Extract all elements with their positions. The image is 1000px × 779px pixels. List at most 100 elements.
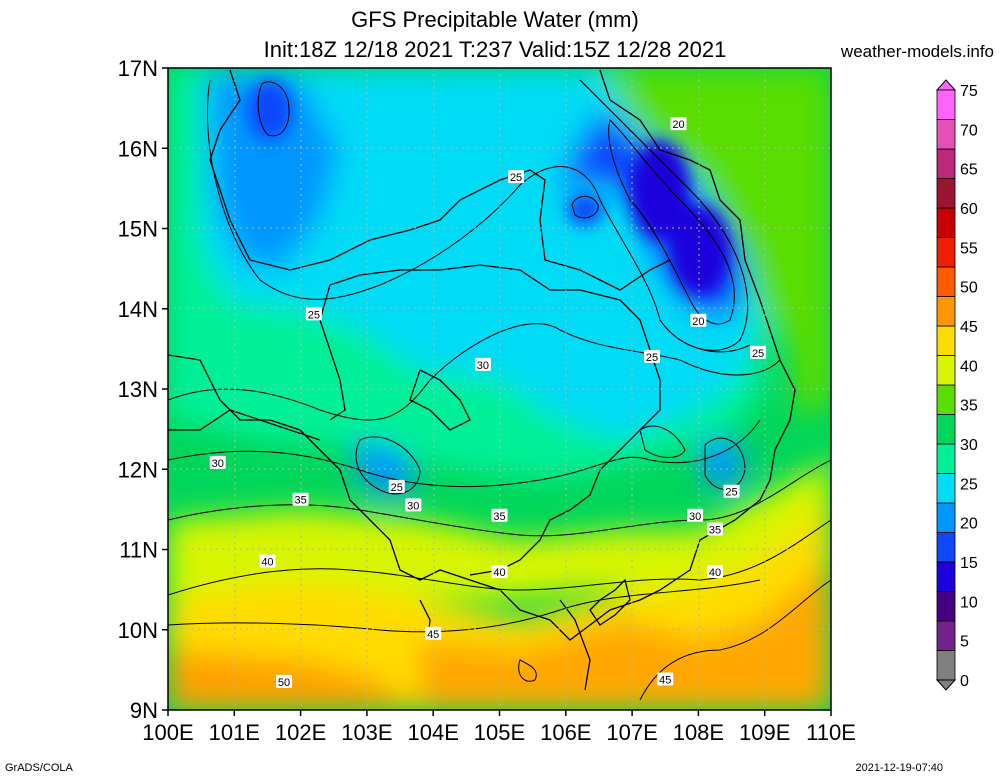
colorbar-tick-label: 45 [960,319,978,336]
svg-text:25: 25 [752,348,764,360]
lon-label: 101E [209,720,260,745]
colorbar-tick-label: 30 [960,437,978,454]
colorbar-swatch [936,325,956,356]
colorbar-tick-label: 75 [960,83,978,100]
lon-label: 109E [739,720,790,745]
contour-label: 40 [259,554,276,569]
svg-text:40: 40 [709,567,721,579]
lat-label: 17N [118,56,158,81]
lat-label: 12N [118,457,158,482]
colorbar-swatch [936,384,956,415]
lon-label: 100E [142,720,193,745]
lon-label: 107E [606,720,657,745]
lat-label: 13N [118,377,158,402]
colorbar-swatch [936,178,956,209]
contour-label: 40 [491,564,508,579]
lat-label: 14N [118,297,158,322]
svg-text:35: 35 [294,495,306,507]
lon-label: 106E [540,720,591,745]
lat-label: 16N [118,136,158,161]
contour-label: 35 [491,508,508,523]
lon-label: 105E [474,720,525,745]
lat-label: 11N [119,538,158,563]
lat-label: 10N [118,618,158,643]
colorbar-swatch [936,237,956,268]
svg-text:25: 25 [510,172,522,184]
svg-text:45: 45 [427,629,439,641]
colorbar-tick-label: 35 [960,398,978,415]
colorbar-swatch [936,119,956,150]
colorbar-swatch [936,414,956,445]
colorbar-swatch [936,148,956,179]
svg-text:25: 25 [391,482,403,494]
contour-label: 50 [276,674,293,689]
footer-credit: GrADS/COLA [5,762,73,774]
lon-label: 102E [275,720,326,745]
colorbar-swatch [936,207,956,238]
svg-text:35: 35 [493,511,505,523]
lon-label: 108E [673,720,724,745]
colorbar-swatch [936,473,956,504]
colorbar-tick-label: 15 [960,555,978,572]
svg-text:40: 40 [493,567,505,579]
contour-labels: 20 25 25 20 25 25 30 30 25 30 25 35 35 30 35 40 40 40 45 45… [209,117,767,689]
svg-text:30: 30 [689,511,701,523]
svg-text:30: 30 [477,360,489,372]
lat-label: 9N [130,698,158,723]
colorbar-tick-label: 65 [960,162,978,179]
contour-label: 25 [643,349,660,364]
colorbar-tick-label: 25 [960,476,978,493]
colorbar-swatch [936,650,956,681]
colorbar-tick-label: 0 [960,673,969,690]
contour-label: 45 [657,672,674,687]
contour-label: 25 [305,307,322,321]
lat-label: 15N [118,217,158,242]
colorbar-tick-label: 50 [960,280,978,297]
colorbar-tick-label: 70 [960,122,978,139]
svg-text:30: 30 [407,500,419,512]
contour-label: 35 [706,522,723,536]
contour-label: 25 [388,479,405,494]
svg-text:25: 25 [725,487,737,499]
latitude-labels: 17N 16N 15N 14N 13N 12N 11N 10N 9N [118,56,168,723]
colorbar-swatch [936,266,956,297]
colorbar-bottom-arrow [935,679,957,691]
colorbar-swatch [936,532,956,563]
contour-label: 25 [508,170,525,184]
svg-text:45: 45 [659,675,671,687]
colorbar-swatch [936,591,956,622]
svg-text:25: 25 [308,309,320,321]
contour-label: 25 [723,484,740,499]
contour-label: 40 [706,564,723,579]
contour-label: 30 [209,455,226,470]
svg-text:50: 50 [278,677,290,689]
colorbar-swatch [936,443,956,474]
contour-label: 30 [405,498,422,512]
colorbar-swatch [936,296,956,327]
colorbar-swatch [936,620,956,651]
site-label: weather-models.info [840,42,994,61]
svg-text:40: 40 [261,557,273,569]
colorbar-swatch [936,355,956,386]
lon-label: 103E [341,720,392,745]
svg-text:20: 20 [672,119,684,131]
contour-label: 30 [687,508,704,523]
colorbar-top-arrow [935,79,957,91]
contour-label: 20 [690,313,707,328]
contour-label: 30 [474,357,491,372]
coastlines-borders [168,69,796,691]
svg-text:25: 25 [646,352,658,364]
graticule [168,68,831,710]
longitude-labels: 100E 101E 102E 103E 104E 105E 106E 107E 108E 109E… [142,710,856,745]
svg-text:20: 20 [692,316,704,328]
colorbar-tick-label: 40 [960,358,978,375]
colorbar-swatch [936,561,956,592]
lon-label: 104E [408,720,459,745]
contour-label: 35 [292,492,309,507]
contour-label: 45 [425,626,442,641]
colorbar-tick-label: 55 [960,240,978,257]
lon-label: 110E [806,720,856,745]
svg-text:35: 35 [709,524,721,536]
